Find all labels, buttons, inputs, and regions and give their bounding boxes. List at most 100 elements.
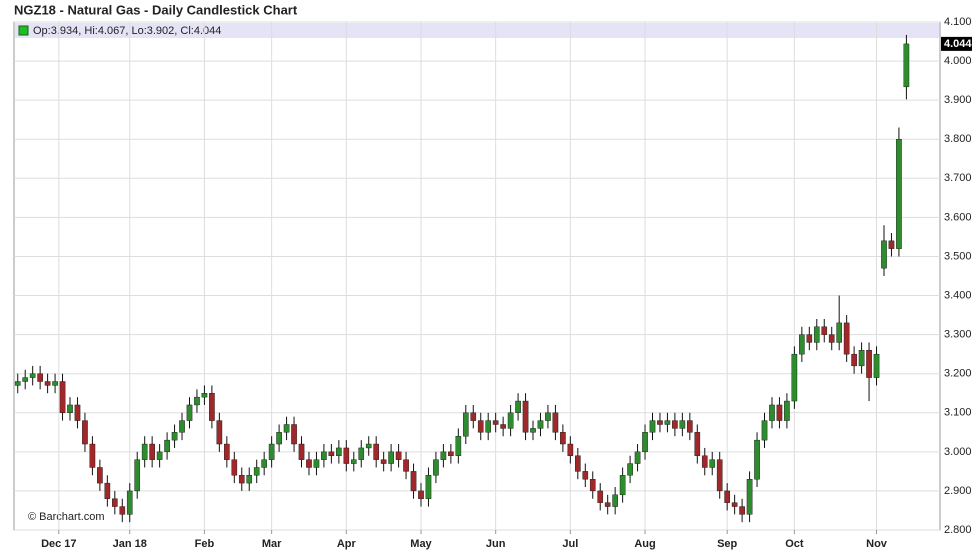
candle-body: [201, 393, 208, 398]
candle-body: [873, 353, 880, 378]
x-tick-label: Nov: [866, 538, 888, 550]
candle-body: [298, 443, 305, 460]
candle-body: [627, 463, 633, 476]
candle-body: [276, 432, 282, 445]
candle-body: [567, 443, 574, 456]
candle-body: [59, 381, 66, 413]
candle-body: [448, 451, 454, 456]
x-tick-label: Aug: [634, 538, 655, 550]
candle-body: [14, 381, 21, 386]
candle-body: [500, 424, 506, 429]
candle-body: [186, 404, 193, 421]
candle-body: [74, 404, 81, 421]
candle-body: [575, 455, 581, 472]
candle-body: [836, 322, 842, 343]
candle-body: [156, 451, 163, 460]
candle-body: [582, 471, 589, 480]
candle-body: [679, 420, 686, 429]
candle-body: [440, 451, 447, 460]
candle-body: [776, 404, 783, 421]
candle-body: [433, 459, 439, 476]
y-tick-label: 3.800: [944, 133, 972, 145]
candle-body: [373, 443, 379, 460]
candle-body: [470, 412, 477, 421]
candle-body: [896, 139, 902, 249]
candle-body: [888, 240, 895, 249]
candle-body: [724, 490, 730, 503]
legend-text: Op:3.934, Hi:4.067, Lo:3.902, Cl:4.044: [33, 25, 221, 37]
candle-body: [821, 326, 828, 335]
y-tick-label: 3.700: [944, 172, 972, 184]
candle-body: [799, 334, 805, 355]
candle-body: [291, 424, 297, 445]
y-tick-label: 3.200: [944, 368, 972, 380]
candle-body: [731, 502, 738, 507]
candle-body: [813, 326, 820, 343]
candle-body: [29, 373, 36, 378]
watermark: © Barchart.com: [28, 511, 105, 523]
candle-body: [37, 373, 43, 382]
candle-body: [485, 420, 492, 433]
candle-body: [649, 420, 656, 433]
candle-body: [828, 334, 835, 343]
candle-body: [545, 412, 551, 421]
candle-body: [171, 432, 178, 441]
candle-body: [858, 350, 865, 367]
candle-body: [739, 506, 745, 515]
candle-body: [866, 350, 872, 378]
candle-body: [112, 498, 118, 507]
candle-body: [657, 420, 663, 425]
candle-body: [261, 459, 267, 468]
candle-body: [328, 451, 335, 456]
y-tick-label: 3.400: [944, 289, 972, 301]
candle-body: [492, 420, 499, 425]
candle-body: [134, 459, 141, 492]
candle-body: [388, 451, 394, 464]
candles: [14, 34, 910, 523]
candle-body: [194, 396, 200, 406]
candle-body: [358, 447, 365, 460]
candle-body: [881, 240, 887, 269]
candle-body: [141, 443, 148, 460]
candle-body: [552, 412, 559, 433]
x-tick-label: May: [410, 538, 432, 550]
candle-body: [104, 482, 111, 499]
candle-body: [22, 377, 29, 382]
candle-body: [851, 353, 857, 367]
y-tick-label: 3.900: [944, 94, 972, 106]
candle-body: [694, 432, 701, 456]
y-tick-label: 3.000: [944, 446, 972, 458]
candle-body: [784, 400, 790, 421]
chart-title: NGZ18 - Natural Gas - Daily Candlestick …: [14, 2, 298, 17]
candle-body: [89, 443, 96, 468]
candle-body: [716, 459, 723, 492]
candle-body: [336, 447, 342, 456]
candle-body: [343, 447, 350, 464]
candle-body: [350, 459, 357, 464]
y-tick-label: 2.800: [944, 524, 972, 536]
candle-body: [507, 412, 514, 429]
candle-body: [216, 420, 223, 445]
candle-body: [119, 506, 126, 515]
candle-body: [806, 334, 813, 343]
candle-body: [619, 475, 626, 496]
candle-body: [268, 443, 275, 460]
x-tick-label: Jun: [486, 538, 506, 550]
candle-body: [612, 494, 618, 507]
candle-body: [283, 424, 290, 433]
candle-body: [365, 443, 372, 449]
legend-swatch: [18, 25, 29, 36]
x-tick-label: Mar: [262, 538, 282, 550]
candle-body: [209, 393, 215, 421]
candle-body: [403, 459, 409, 472]
candle-body: [321, 451, 327, 460]
candle-body: [687, 420, 693, 433]
x-tick-label: Sep: [717, 538, 737, 550]
candle-body: [455, 436, 462, 456]
candle-body: [589, 479, 596, 492]
candle-body: [395, 451, 402, 460]
candle-body: [97, 467, 103, 484]
candle-body: [515, 400, 521, 413]
candle-body: [477, 420, 484, 433]
